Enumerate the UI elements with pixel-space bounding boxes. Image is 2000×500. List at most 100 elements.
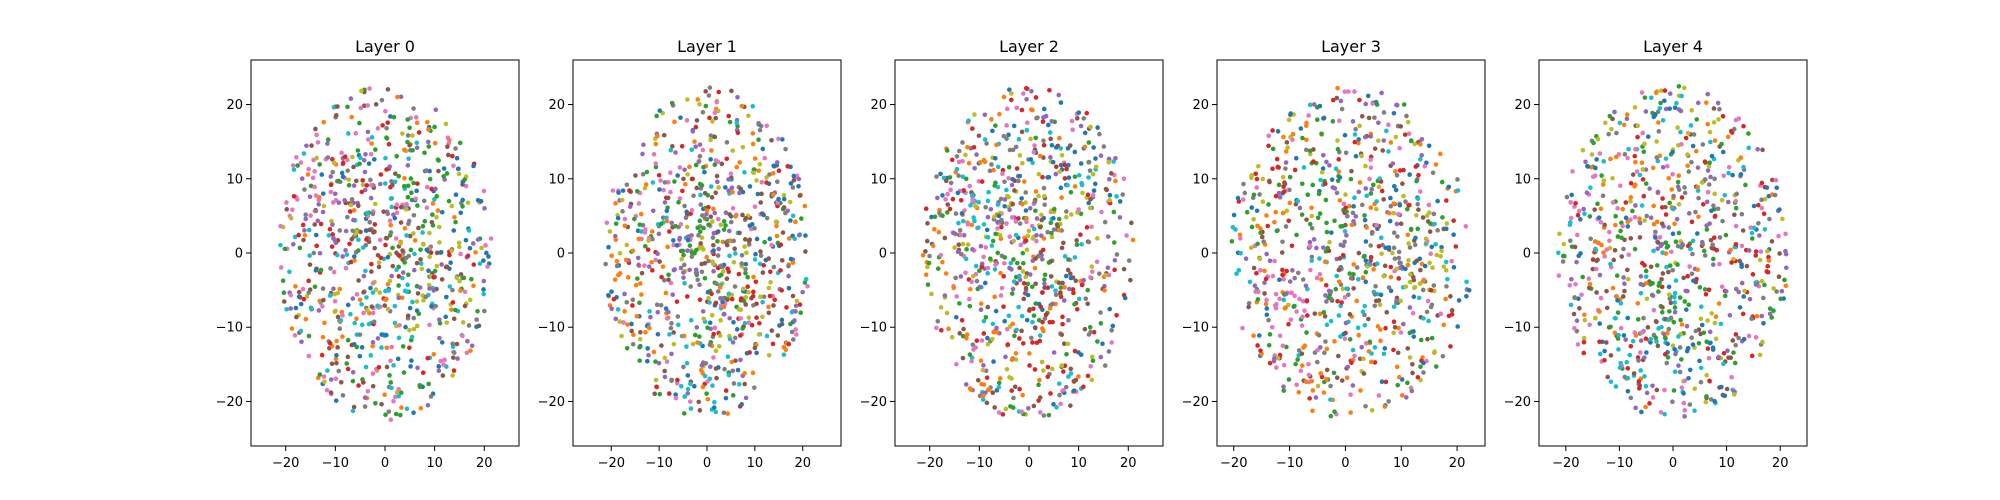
point xyxy=(770,192,776,198)
point xyxy=(466,228,472,233)
point xyxy=(1376,393,1382,398)
point xyxy=(1402,132,1408,137)
point xyxy=(457,244,462,250)
point xyxy=(377,181,383,187)
point xyxy=(1114,194,1119,199)
point xyxy=(1435,198,1440,204)
point xyxy=(693,270,699,276)
point xyxy=(965,144,970,150)
point xyxy=(1031,149,1037,155)
point xyxy=(943,271,949,276)
point xyxy=(1013,351,1019,356)
point xyxy=(1573,200,1578,206)
point xyxy=(278,223,283,229)
point xyxy=(321,374,327,379)
point xyxy=(1036,193,1041,199)
point xyxy=(297,245,303,251)
point xyxy=(1023,238,1029,243)
point xyxy=(317,372,323,377)
point xyxy=(1254,270,1259,276)
point xyxy=(711,405,717,410)
point xyxy=(1267,360,1273,366)
point xyxy=(1029,107,1034,112)
point xyxy=(1426,202,1432,208)
point xyxy=(721,219,727,224)
point xyxy=(327,293,333,298)
point xyxy=(1366,316,1371,322)
point xyxy=(1259,234,1265,240)
point xyxy=(1302,308,1307,314)
point xyxy=(322,379,327,385)
point xyxy=(645,358,650,364)
point xyxy=(942,235,948,241)
point xyxy=(1398,124,1404,129)
point xyxy=(1255,297,1261,302)
point xyxy=(431,351,437,357)
point xyxy=(759,191,764,197)
point xyxy=(362,169,368,175)
point xyxy=(1079,282,1085,288)
point xyxy=(614,258,620,264)
point xyxy=(396,335,402,341)
point xyxy=(462,289,468,295)
point xyxy=(989,117,994,122)
point xyxy=(1412,242,1418,248)
point xyxy=(630,297,636,303)
point xyxy=(427,176,433,182)
point xyxy=(768,280,773,285)
point xyxy=(363,268,368,274)
point xyxy=(1319,169,1325,175)
point xyxy=(1729,260,1734,265)
point xyxy=(1747,296,1753,302)
point xyxy=(785,208,790,214)
point xyxy=(394,210,400,216)
point xyxy=(1750,272,1756,277)
point xyxy=(1759,180,1765,186)
point xyxy=(396,173,402,179)
point xyxy=(1642,263,1647,268)
point xyxy=(1741,123,1746,129)
point xyxy=(373,400,378,406)
point xyxy=(1002,255,1008,260)
point xyxy=(983,245,989,250)
point xyxy=(1708,174,1713,180)
point xyxy=(389,385,394,391)
point xyxy=(441,166,447,171)
point xyxy=(291,193,297,199)
point xyxy=(1042,281,1047,287)
point xyxy=(1748,225,1753,230)
point xyxy=(325,155,331,160)
point xyxy=(1074,242,1080,248)
point xyxy=(1771,286,1776,291)
point xyxy=(356,248,361,253)
y-tick-label: −20 xyxy=(1504,395,1531,410)
point xyxy=(1295,198,1301,204)
point xyxy=(1023,190,1029,195)
point xyxy=(1438,311,1444,317)
point xyxy=(723,395,729,401)
point xyxy=(656,360,662,366)
point xyxy=(457,278,462,284)
point xyxy=(1247,279,1253,285)
point xyxy=(992,214,997,220)
point xyxy=(606,244,611,250)
point xyxy=(603,261,608,267)
point xyxy=(938,171,943,177)
point xyxy=(1704,394,1709,399)
point xyxy=(798,310,803,316)
point xyxy=(687,267,692,273)
point xyxy=(1608,379,1614,384)
point xyxy=(1275,129,1281,134)
point xyxy=(653,141,659,147)
point xyxy=(1372,345,1378,350)
point xyxy=(1033,325,1038,331)
point xyxy=(1286,377,1292,382)
point xyxy=(1041,138,1046,143)
point xyxy=(726,113,731,119)
point xyxy=(1652,112,1658,117)
point xyxy=(1715,100,1721,106)
point xyxy=(1000,412,1006,417)
point xyxy=(385,306,391,312)
point xyxy=(1317,311,1323,317)
point xyxy=(1421,316,1426,321)
